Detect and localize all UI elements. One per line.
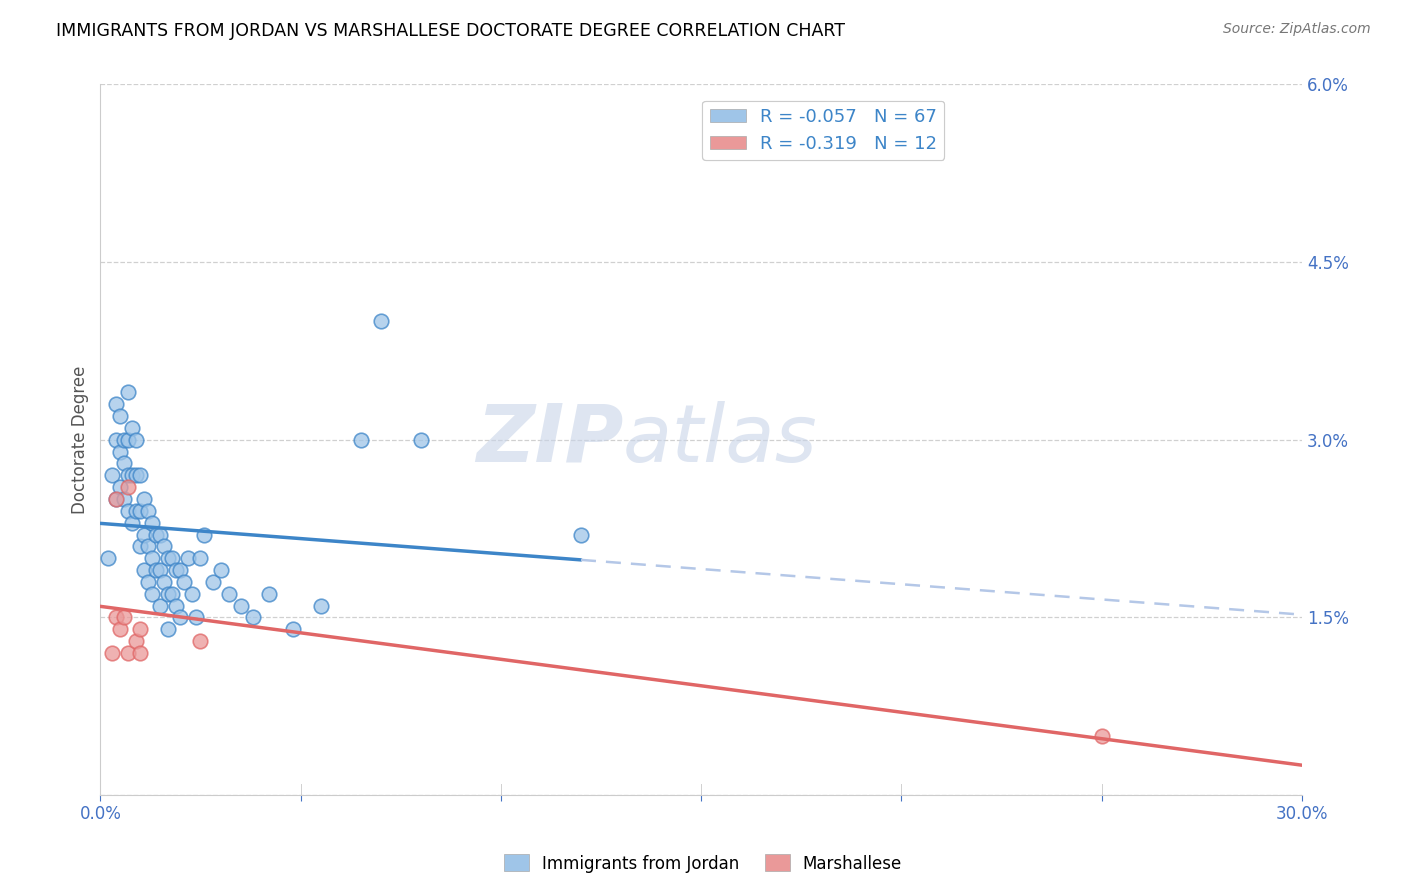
Point [121, 516, 143, 530]
Point [101, 646, 124, 660]
Point [181, 587, 204, 601]
Legend: Immigrants from Jordan, Marshallese: Immigrants from Jordan, Marshallese [498, 847, 908, 880]
Point [129, 646, 152, 660]
Point [145, 563, 167, 577]
Text: ZIP: ZIP [475, 401, 623, 479]
Point [242, 610, 264, 624]
Point [105, 433, 128, 447]
Point [117, 468, 139, 483]
Point [190, 634, 212, 648]
Point [134, 527, 156, 541]
Point [117, 385, 139, 400]
Point [121, 421, 143, 435]
Point [165, 599, 187, 613]
Point [97, 551, 120, 566]
Point [257, 587, 280, 601]
Point [112, 457, 135, 471]
Point [112, 610, 135, 624]
Point [201, 574, 224, 589]
Point [110, 622, 132, 636]
Point [117, 504, 139, 518]
Point [409, 433, 432, 447]
Point [117, 480, 139, 494]
Point [141, 551, 163, 566]
Point [1091, 729, 1114, 743]
Point [190, 551, 212, 566]
Point [157, 587, 180, 601]
Point [138, 539, 160, 553]
Point [157, 622, 180, 636]
Text: atlas: atlas [623, 401, 818, 479]
Text: Source: ZipAtlas.com: Source: ZipAtlas.com [1223, 22, 1371, 37]
Point [105, 491, 128, 506]
Point [129, 539, 152, 553]
Point [370, 314, 392, 328]
Point [165, 563, 187, 577]
Point [309, 599, 332, 613]
Point [110, 409, 132, 423]
Point [125, 634, 148, 648]
Point [162, 587, 184, 601]
Point [129, 504, 152, 518]
Point [105, 491, 128, 506]
Point [138, 504, 160, 518]
Text: IMMIGRANTS FROM JORDAN VS MARSHALLESE DOCTORATE DEGREE CORRELATION CHART: IMMIGRANTS FROM JORDAN VS MARSHALLESE DO… [56, 22, 845, 40]
Point [173, 574, 195, 589]
Point [121, 468, 143, 483]
Point [105, 610, 128, 624]
Point [149, 599, 172, 613]
Point [112, 491, 135, 506]
Point [125, 433, 148, 447]
Point [105, 397, 128, 411]
Point [129, 622, 152, 636]
Point [110, 444, 132, 458]
Point [117, 646, 139, 660]
Point [110, 480, 132, 494]
Legend: R = -0.057   N = 67, R = -0.319   N = 12: R = -0.057 N = 67, R = -0.319 N = 12 [703, 101, 945, 160]
Point [134, 491, 156, 506]
Point [218, 587, 240, 601]
Point [141, 516, 163, 530]
Point [149, 527, 172, 541]
Point [169, 563, 191, 577]
Point [350, 433, 373, 447]
Point [134, 563, 156, 577]
Point [569, 527, 592, 541]
Point [138, 574, 160, 589]
Point [125, 468, 148, 483]
Point [193, 527, 215, 541]
Point [117, 433, 139, 447]
Point [145, 527, 167, 541]
Point [129, 468, 152, 483]
Point [101, 468, 124, 483]
Point [153, 574, 176, 589]
Y-axis label: Doctorate Degree: Doctorate Degree [72, 366, 89, 514]
Point [209, 563, 232, 577]
Point [177, 551, 200, 566]
Point [153, 539, 176, 553]
Point [157, 551, 180, 566]
Point [281, 622, 304, 636]
Point [112, 433, 135, 447]
Point [125, 504, 148, 518]
Point [229, 599, 252, 613]
Point [186, 610, 208, 624]
Point [169, 610, 191, 624]
Point [141, 587, 163, 601]
Point [162, 551, 184, 566]
Point [149, 563, 172, 577]
